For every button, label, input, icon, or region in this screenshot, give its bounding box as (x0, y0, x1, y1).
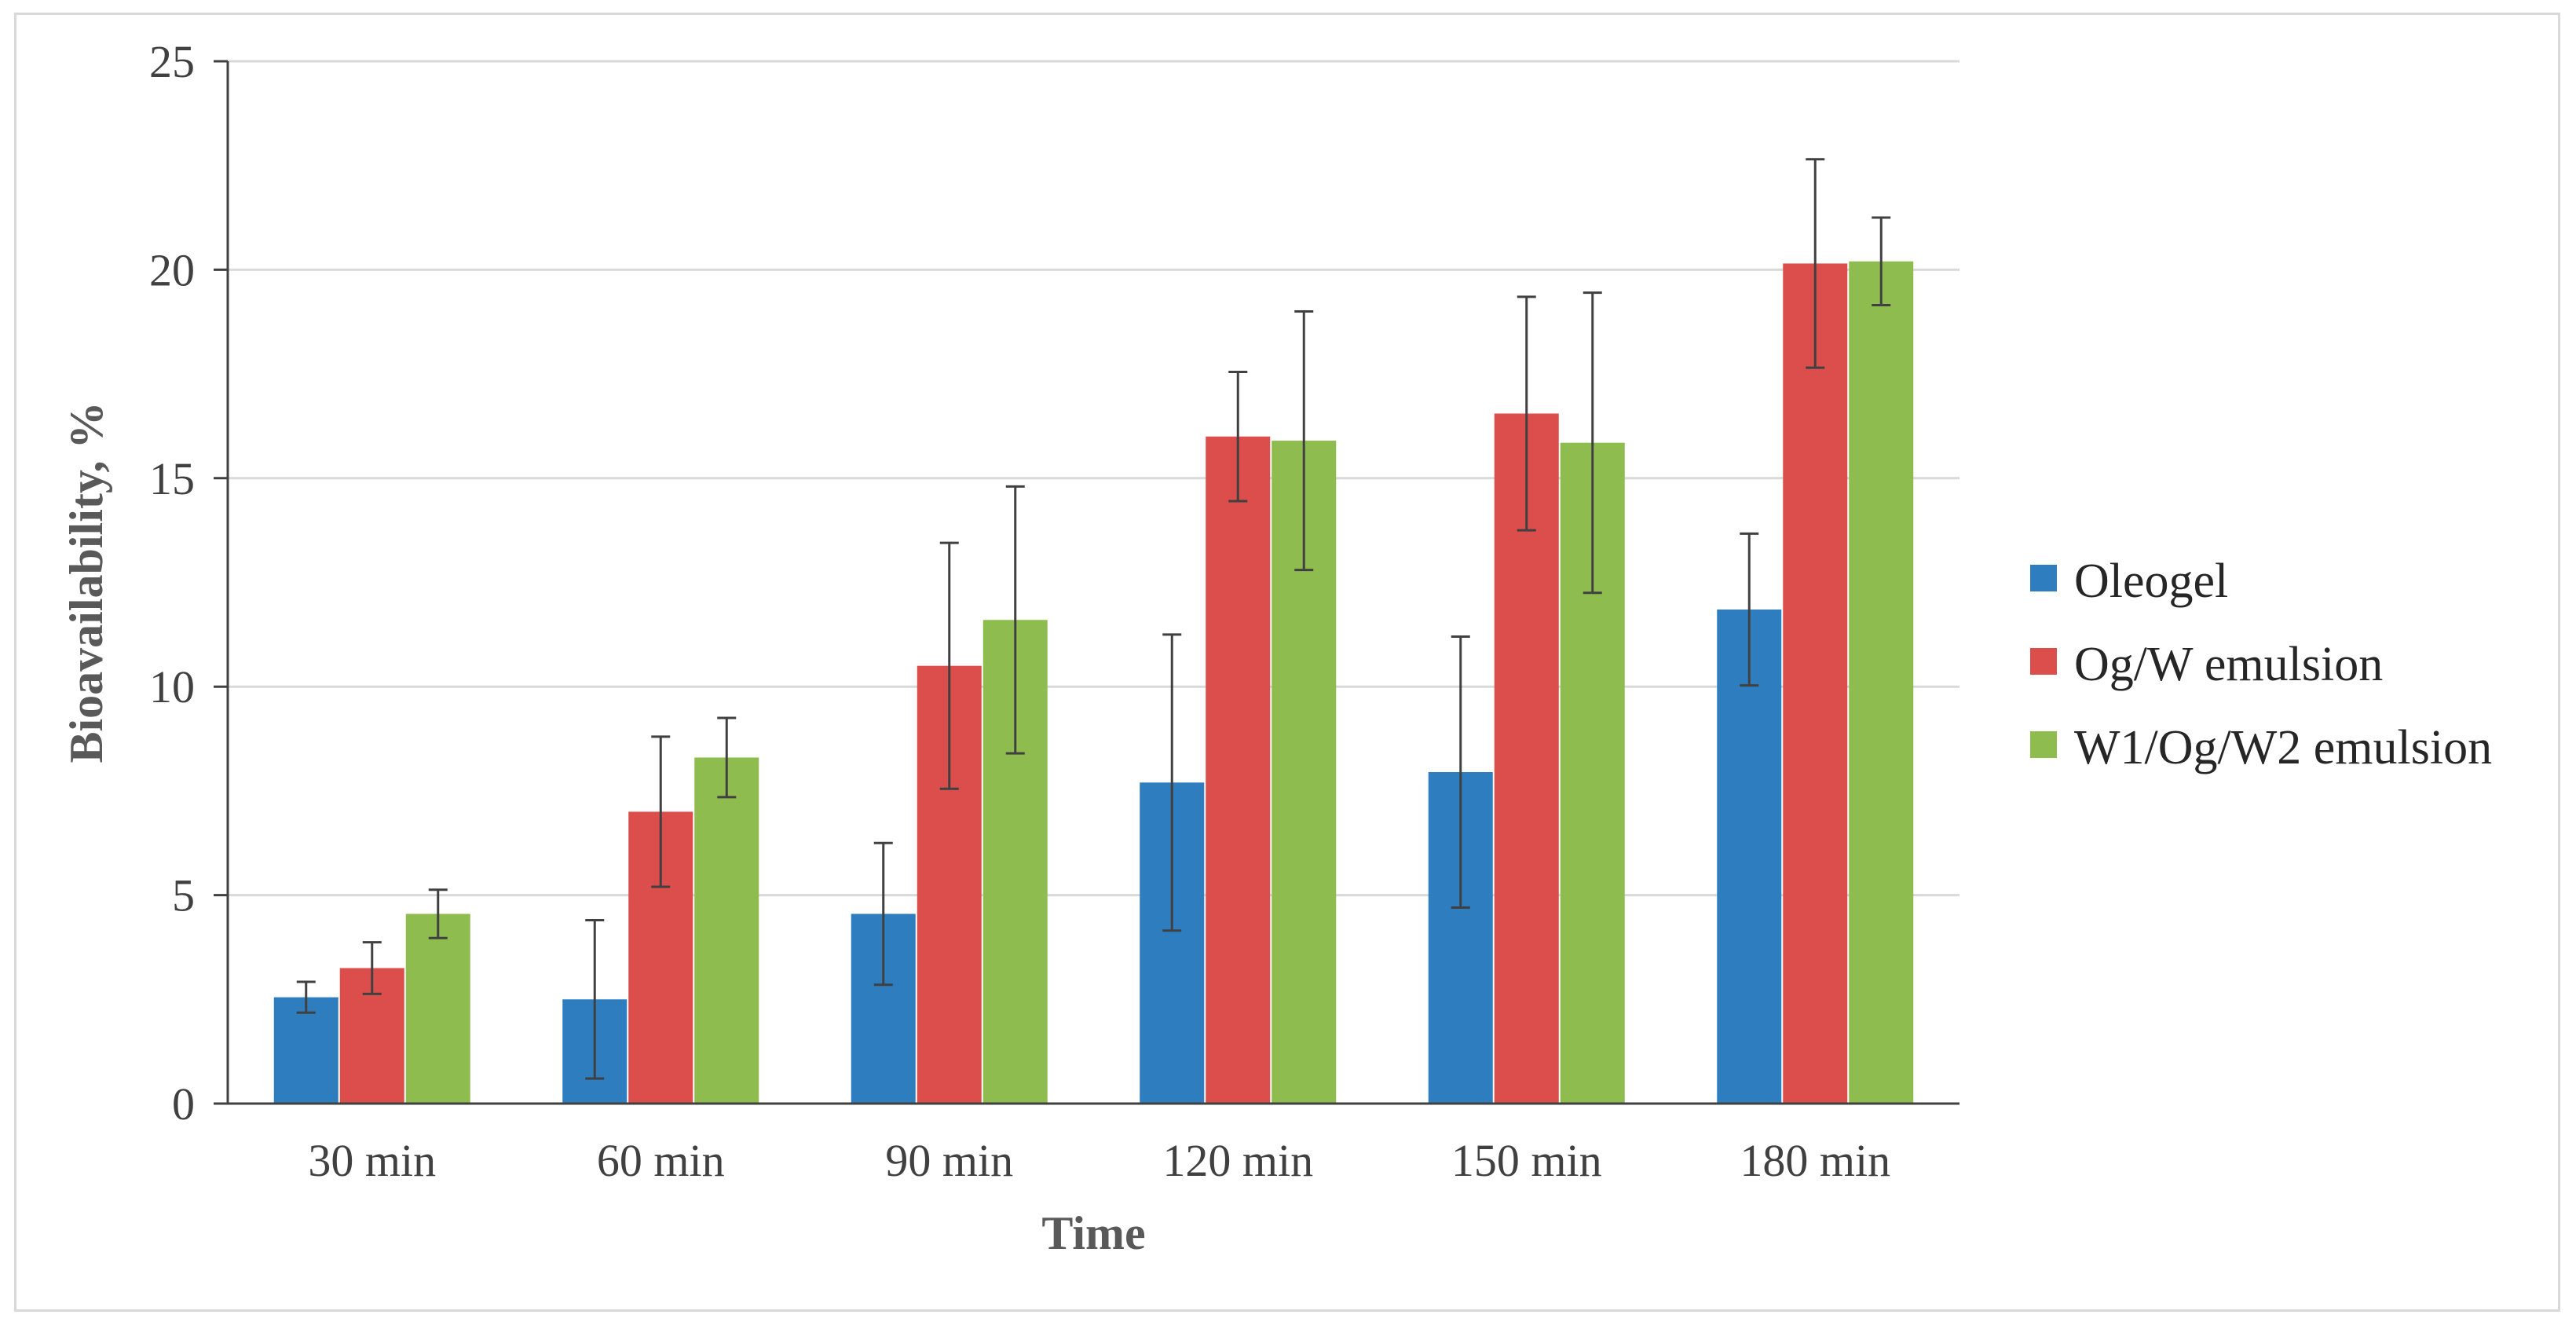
y-tick-label: 5 (172, 870, 195, 921)
bar (694, 757, 759, 1104)
x-tick-labels: 30 min 60 min 90 min 120 min 150 min 180 min (308, 1135, 1890, 1186)
bar (1206, 436, 1271, 1104)
legend: Oleogel Og/W emulsion W1/Og/W2 emulsion (2030, 555, 2492, 774)
legend-swatch (2030, 565, 2057, 591)
x-tick-label: 90 min (885, 1135, 1013, 1186)
axes (214, 60, 1959, 1105)
bar (273, 997, 338, 1104)
x-tick-label: 120 min (1162, 1135, 1313, 1186)
bar (1717, 610, 1782, 1104)
legend-swatch (2030, 648, 2057, 675)
y-tick-label: 20 (149, 244, 195, 295)
y-tick-label: 10 (149, 661, 195, 712)
legend-label: Oleogel (2074, 555, 2228, 608)
legend-label: Og/W emulsion (2074, 638, 2383, 691)
x-tick-label: 150 min (1451, 1135, 1602, 1186)
x-tick-label: 30 min (308, 1135, 436, 1186)
y-tick-labels: 0 5 10 15 20 25 (149, 36, 195, 1129)
gridlines (228, 60, 1959, 897)
y-axis-title: Bioavailability, % (60, 401, 112, 763)
x-tick-label: 60 min (597, 1135, 725, 1186)
bar (1849, 261, 1914, 1104)
y-tick-label: 15 (149, 453, 195, 504)
legend-label: W1/Og/W2 emulsion (2074, 721, 2492, 774)
bars (273, 261, 1914, 1104)
x-axis-title: Time (1041, 1207, 1145, 1259)
bar (1783, 263, 1848, 1104)
error-bars (296, 158, 1891, 1080)
y-tick-label: 0 (172, 1078, 195, 1129)
x-tick-label: 180 min (1740, 1135, 1890, 1186)
legend-swatch (2030, 731, 2057, 758)
bar (405, 913, 470, 1104)
y-tick-label: 25 (149, 36, 195, 87)
